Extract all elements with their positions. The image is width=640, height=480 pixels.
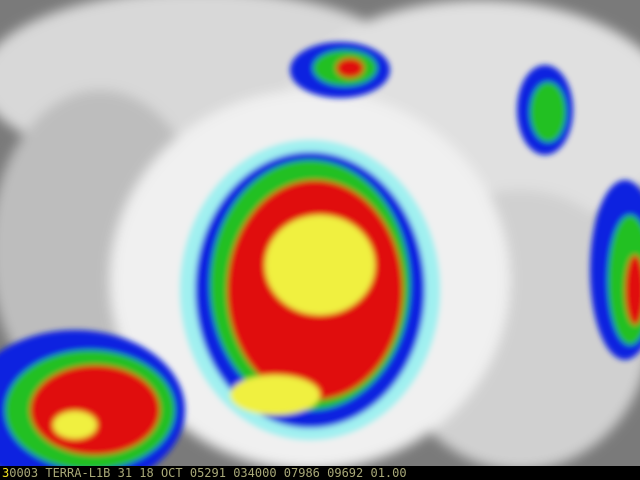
frame-number: 3 [2,466,10,480]
cloud-imagery [0,0,640,466]
image-header-caption: 30003 TERRA-L1B 31 18 OCT 05291 034000 0… [0,466,640,480]
storm [0,42,640,466]
header-text: 0003 TERRA-L1B 31 18 OCT 05291 034000 07… [9,466,407,480]
